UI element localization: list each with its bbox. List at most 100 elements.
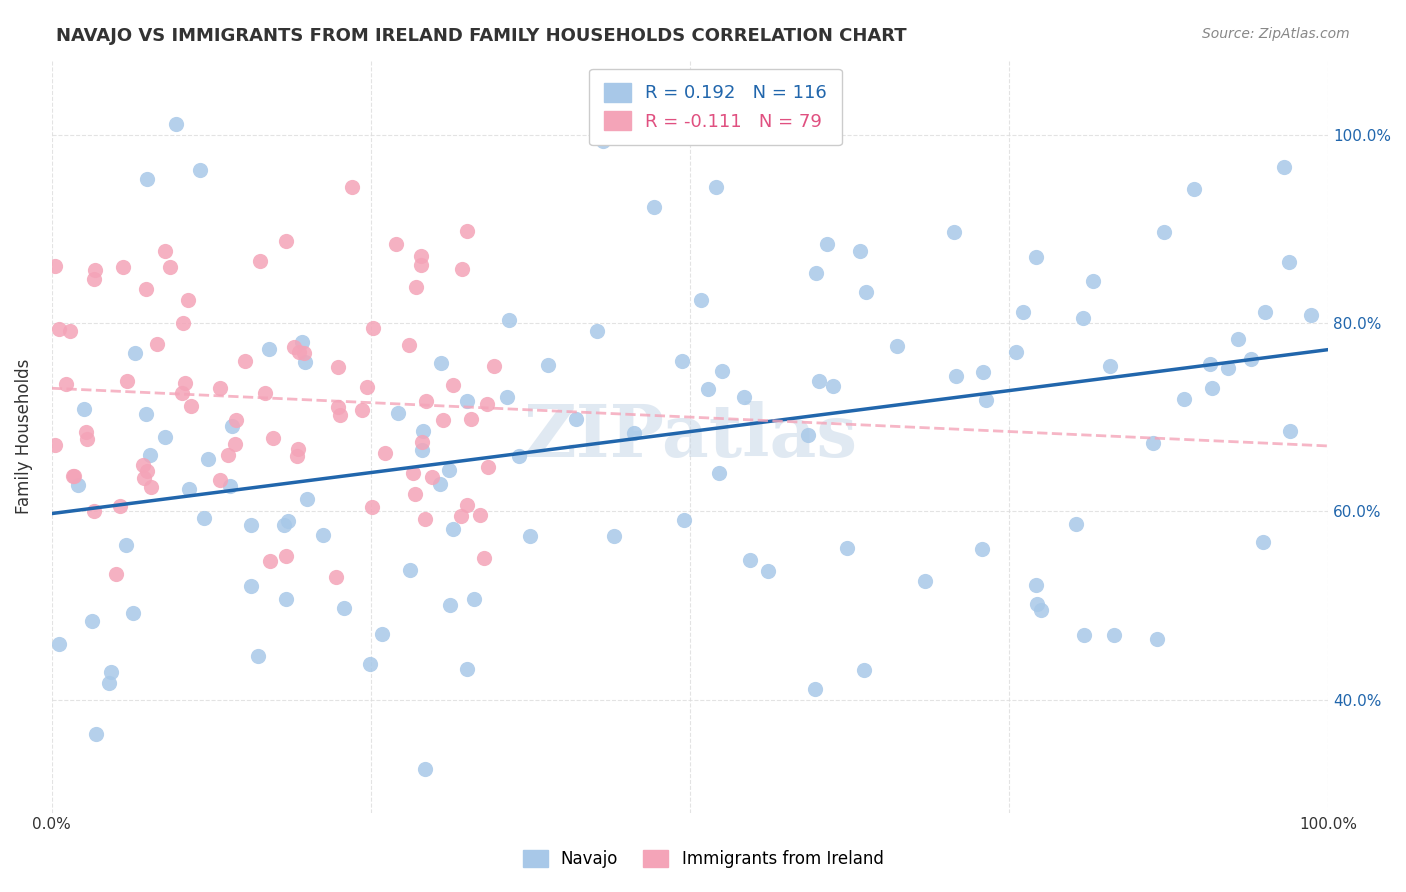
Point [76, 432, 98, 446]
Point [217, 449, 239, 463]
Point [460, 412, 482, 426]
Point [1026, 598, 1049, 612]
Point [361, 320, 384, 334]
Point [274, 549, 297, 564]
Point [295, 491, 318, 506]
Point [1153, 225, 1175, 239]
Point [55, 377, 77, 392]
Point [804, 266, 827, 280]
Point [340, 180, 363, 194]
Point [1251, 534, 1274, 549]
Point [914, 574, 936, 588]
Point [671, 354, 693, 368]
Point [350, 403, 373, 417]
Point [277, 515, 299, 529]
Point [294, 355, 316, 369]
Point [193, 511, 215, 525]
Point [733, 390, 755, 404]
Point [135, 282, 157, 296]
Point [246, 649, 269, 664]
Point [804, 681, 827, 696]
Point [1064, 517, 1087, 532]
Point [274, 592, 297, 607]
Point [356, 380, 378, 394]
Point [172, 385, 194, 400]
Point [398, 338, 420, 352]
Point [707, 466, 730, 480]
Point [1201, 381, 1223, 395]
Point [564, 412, 586, 426]
Point [112, 260, 135, 274]
Legend: Navajo, Immigrants from Ireland: Navajo, Immigrants from Ireland [516, 843, 890, 875]
Point [209, 381, 232, 395]
Point [276, 235, 298, 249]
Y-axis label: Family Households: Family Households [15, 359, 32, 514]
Point [672, 513, 695, 527]
Point [371, 626, 394, 640]
Point [179, 482, 201, 496]
Point [239, 578, 262, 592]
Point [384, 236, 406, 251]
Point [475, 397, 498, 411]
Point [413, 762, 436, 776]
Point [411, 442, 433, 457]
Point [437, 462, 460, 476]
Point [84, 727, 107, 741]
Point [66, 477, 89, 491]
Point [98, 675, 121, 690]
Point [1278, 254, 1301, 268]
Point [135, 464, 157, 478]
Point [188, 163, 211, 178]
Point [1278, 424, 1301, 438]
Point [704, 179, 727, 194]
Point [602, 529, 624, 543]
Point [808, 374, 831, 388]
Point [1025, 578, 1047, 592]
Point [815, 236, 838, 251]
Point [484, 359, 506, 373]
Point [48, 321, 70, 335]
Point [508, 449, 530, 463]
Point [180, 399, 202, 413]
Point [360, 500, 382, 514]
Point [797, 428, 820, 442]
Point [1240, 352, 1263, 367]
Point [1227, 332, 1250, 346]
Point [496, 390, 519, 404]
Point [399, 563, 422, 577]
Point [197, 452, 219, 467]
Point [402, 466, 425, 480]
Point [209, 473, 232, 487]
Point [943, 225, 966, 239]
Point [225, 413, 247, 427]
Point [697, 382, 720, 396]
Point [108, 500, 131, 514]
Point [329, 408, 352, 422]
Point [456, 662, 478, 676]
Point [441, 522, 464, 536]
Point [283, 340, 305, 354]
Point [1146, 632, 1168, 646]
Point [404, 487, 426, 501]
Point [429, 356, 451, 370]
Point [1025, 250, 1047, 264]
Point [456, 498, 478, 512]
Point [387, 406, 409, 420]
Point [689, 293, 711, 307]
Point [1272, 160, 1295, 174]
Point [291, 335, 314, 350]
Point [84, 263, 107, 277]
Point [592, 134, 614, 148]
Point [429, 476, 451, 491]
Point [1104, 627, 1126, 641]
Point [325, 570, 347, 584]
Point [537, 359, 560, 373]
Point [405, 280, 427, 294]
Point [1173, 392, 1195, 406]
Point [849, 244, 872, 258]
Text: Source: ZipAtlas.com: Source: ZipAtlas.com [1202, 27, 1350, 41]
Point [139, 448, 162, 462]
Point [176, 293, 198, 307]
Point [1029, 603, 1052, 617]
Point [1098, 359, 1121, 373]
